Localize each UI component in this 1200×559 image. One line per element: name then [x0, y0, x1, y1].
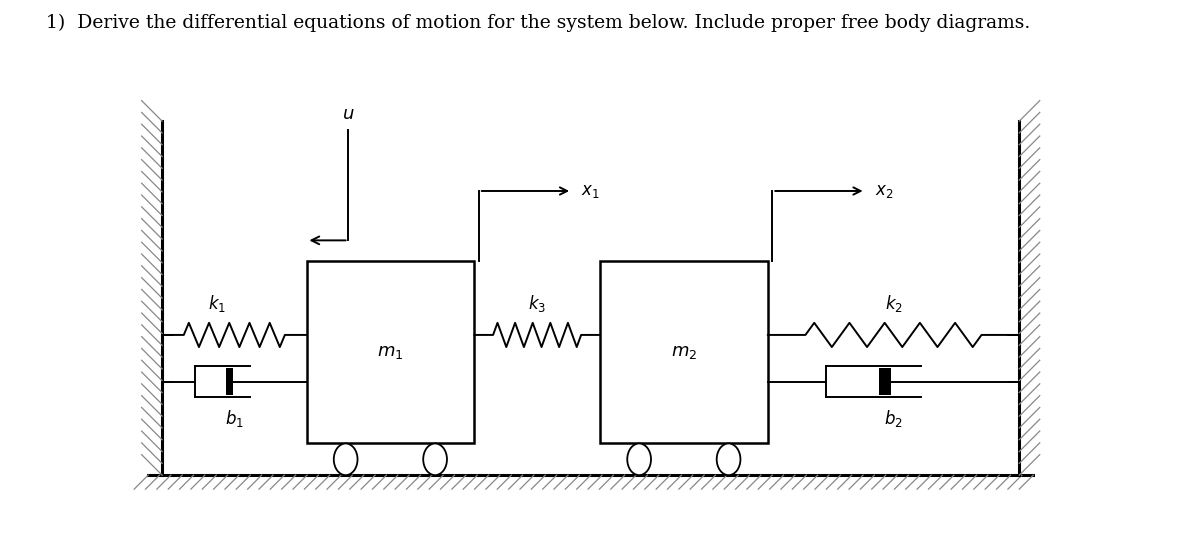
Bar	[878, 368, 892, 395]
Ellipse shape	[628, 443, 652, 475]
Text: $m_2$: $m_2$	[671, 343, 697, 361]
Text: $k_3$: $k_3$	[528, 293, 546, 314]
Text: $x_1$: $x_1$	[581, 182, 600, 200]
Text: $b_1$: $b_1$	[224, 408, 244, 429]
Ellipse shape	[334, 443, 358, 475]
Bar	[600, 261, 768, 443]
Ellipse shape	[424, 443, 446, 475]
Text: 1)  Derive the differential equations of motion for the system below. Include pr: 1) Derive the differential equations of …	[46, 14, 1030, 32]
Ellipse shape	[716, 443, 740, 475]
Bar	[226, 368, 233, 395]
Text: $b_2$: $b_2$	[884, 408, 902, 429]
Bar	[306, 261, 474, 443]
Text: $m_1$: $m_1$	[377, 343, 403, 361]
Text: $x_2$: $x_2$	[875, 182, 893, 200]
Text: $u$: $u$	[342, 105, 355, 123]
Text: $k_2$: $k_2$	[884, 293, 902, 314]
Text: $k_1$: $k_1$	[208, 293, 226, 314]
